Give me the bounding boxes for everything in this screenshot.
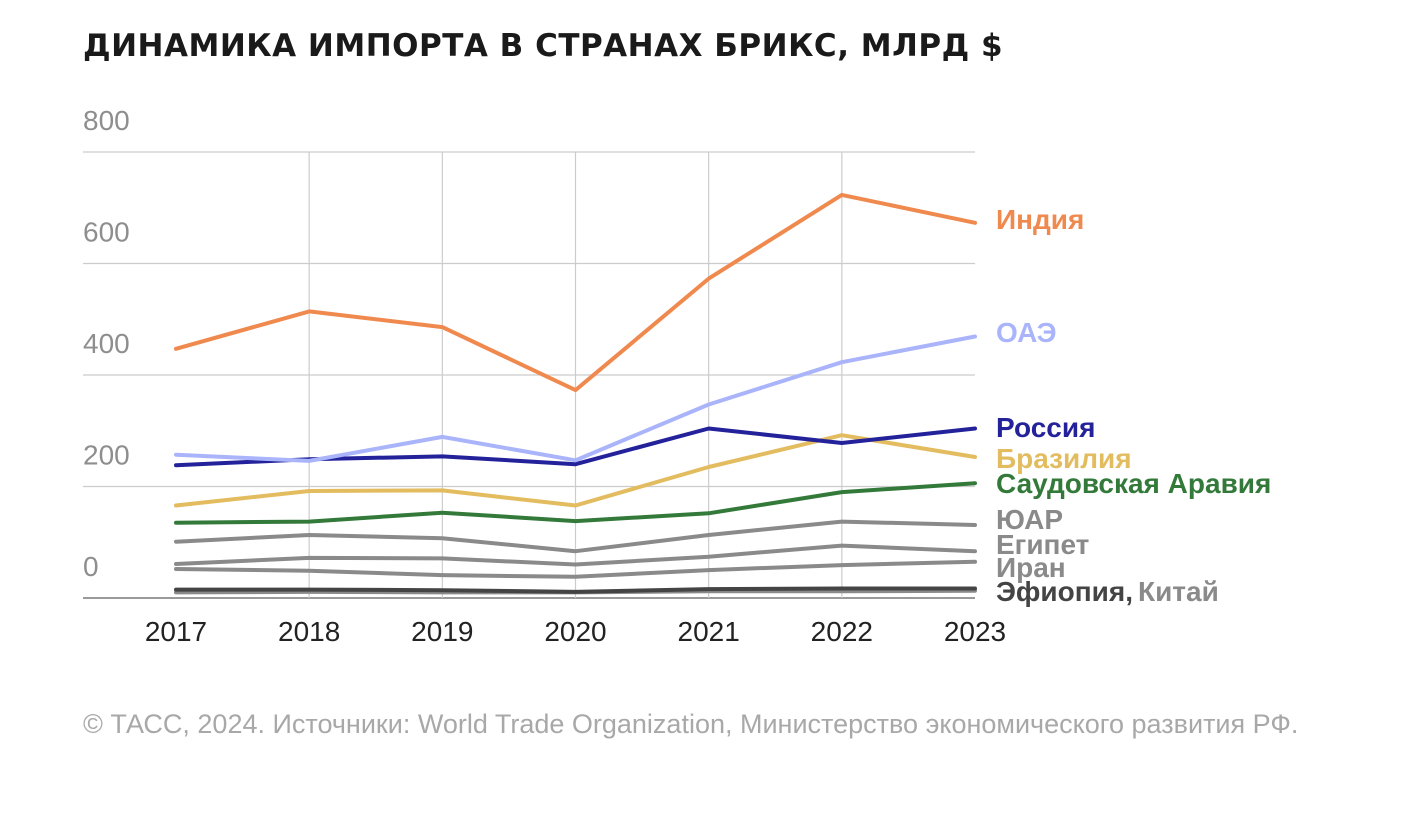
series-line	[174, 559, 977, 579]
x-tick-label: 2022	[811, 616, 873, 647]
x-tick-label: 2017	[145, 616, 207, 647]
source-note: © ТАСС, 2024. Источники: World Trade Org…	[83, 709, 1299, 739]
x-tick-label: 2019	[411, 616, 473, 647]
y-tick-label: 400	[83, 328, 130, 359]
label-uae: ОАЭ	[996, 317, 1057, 348]
series-line	[174, 433, 977, 508]
label-ethiopia: Эфиопия,	[996, 576, 1133, 607]
series-lines	[174, 192, 977, 595]
y-tick-label: 600	[83, 217, 130, 248]
x-tick-label: 2020	[544, 616, 606, 647]
series-line	[174, 192, 977, 393]
x-tick-label: 2018	[278, 616, 340, 647]
chart-title: ДИНАМИКА ИМПОРТА В СТРАНАХ БРИКС, МЛРД $	[83, 28, 1004, 64]
label-china: Китай	[1138, 576, 1219, 607]
x-gridlines	[308, 152, 843, 598]
label-iran: Иран	[996, 552, 1066, 583]
series-labels: Индия ОАЭ Россия Бразилия Саудовская Ара…	[996, 204, 1271, 607]
label-india: Индия	[996, 204, 1084, 235]
label-egypt: Египет	[996, 529, 1089, 560]
series-line	[174, 543, 977, 567]
y-axis-ticks: 0 200 400 600 800	[83, 105, 130, 582]
x-tick-label: 2023	[944, 616, 1006, 647]
x-axis-ticks: 2017 2018 2019 2020 2021 2022 2023	[145, 616, 1006, 647]
y-tick-label: 0	[83, 551, 99, 582]
label-saudi: Саудовская Аравия	[996, 468, 1271, 499]
series-line	[174, 334, 977, 463]
label-russia: Россия	[996, 412, 1095, 443]
label-brazil: Бразилия	[996, 443, 1132, 474]
series-line	[174, 481, 977, 525]
y-tick-label: 800	[83, 105, 130, 136]
x-tick-label: 2021	[678, 616, 740, 647]
label-sa: ЮАР	[996, 504, 1063, 535]
series-line	[174, 586, 977, 594]
series-line	[174, 519, 977, 554]
y-gridlines	[83, 151, 975, 599]
y-tick-label: 200	[83, 440, 130, 471]
